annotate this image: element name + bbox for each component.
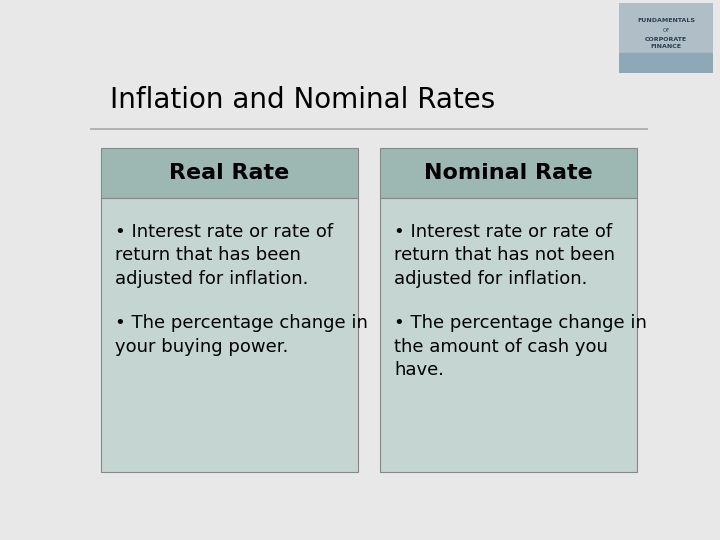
Text: Inflation and Nominal Rates: Inflation and Nominal Rates <box>109 86 495 114</box>
Bar <box>619 53 713 73</box>
Text: • The percentage change in
your buying power.: • The percentage change in your buying p… <box>115 314 368 356</box>
FancyBboxPatch shape <box>380 198 637 472</box>
Text: OF: OF <box>662 28 670 33</box>
Text: FINANCE: FINANCE <box>650 44 682 50</box>
Text: FUNDAMENTALS: FUNDAMENTALS <box>637 18 695 23</box>
Text: CORPORATE: CORPORATE <box>645 37 687 42</box>
Text: Real Rate: Real Rate <box>169 163 289 183</box>
Text: Nominal Rate: Nominal Rate <box>424 163 593 183</box>
FancyBboxPatch shape <box>101 198 358 472</box>
Text: • Interest rate or rate of
return that has not been
adjusted for inflation.: • Interest rate or rate of return that h… <box>394 223 615 288</box>
Text: • The percentage change in
the amount of cash you
have.: • The percentage change in the amount of… <box>394 314 647 380</box>
FancyBboxPatch shape <box>90 65 648 127</box>
FancyBboxPatch shape <box>101 148 358 198</box>
FancyBboxPatch shape <box>380 148 637 198</box>
Text: • Interest rate or rate of
return that has been
adjusted for inflation.: • Interest rate or rate of return that h… <box>115 223 333 288</box>
